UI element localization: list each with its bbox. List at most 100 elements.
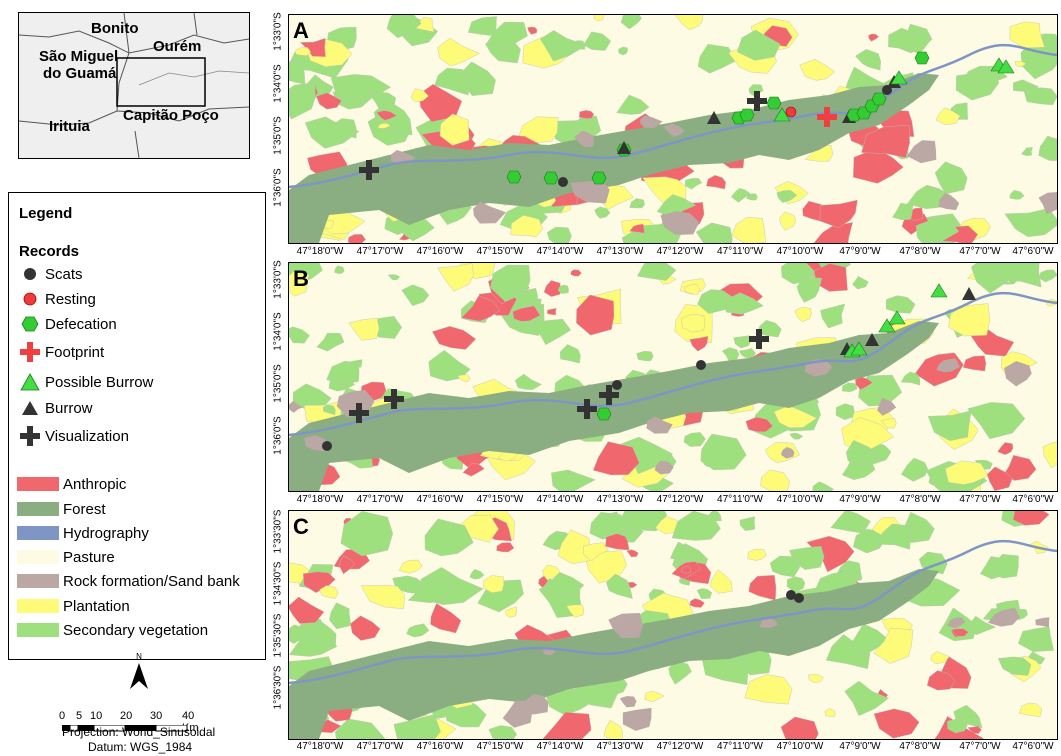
land-cover-patch bbox=[377, 123, 392, 129]
rock-formation-patch bbox=[906, 140, 937, 164]
land-cover-patch bbox=[496, 542, 515, 553]
land-cover-patch bbox=[1017, 626, 1054, 652]
record-marker-rest bbox=[785, 106, 797, 118]
lon-label: 47°7'0"W bbox=[959, 741, 1001, 752]
land-cover-patch bbox=[542, 564, 561, 581]
land-cover-patch bbox=[844, 680, 889, 716]
lat-label: 1°35'30"S bbox=[272, 613, 284, 658]
lon-label: 47°12'0"W bbox=[656, 494, 704, 505]
north-label: N bbox=[136, 652, 142, 661]
land-cover-patch bbox=[927, 410, 972, 441]
inset-label-sao-miguel: São Miguel bbox=[39, 48, 119, 65]
land-cover-patch bbox=[967, 402, 1026, 440]
land-cover-patch bbox=[512, 305, 541, 322]
land-cover-patch bbox=[339, 555, 355, 575]
lon-label: 47°11'0"W bbox=[717, 741, 763, 752]
land-cover-patch bbox=[644, 690, 665, 703]
swatch-pasture bbox=[17, 550, 59, 564]
land-cover-patch bbox=[620, 15, 642, 30]
land-cover-patch bbox=[861, 125, 910, 158]
land-cover-patch bbox=[855, 49, 881, 71]
lon-label: 47°17'0"W bbox=[356, 246, 404, 257]
land-cover-patch bbox=[360, 584, 405, 610]
land-cover-patch bbox=[469, 569, 485, 580]
land-cover-patch bbox=[557, 529, 591, 565]
land-cover-patch bbox=[330, 74, 392, 106]
inset-municipal-boundaries bbox=[19, 13, 249, 158]
lat-label: 1°34'0"S bbox=[272, 64, 284, 103]
land-cover-patch bbox=[951, 628, 969, 637]
land-cover-patch bbox=[947, 718, 968, 734]
legend-label: Pasture bbox=[63, 548, 115, 566]
land-cover-patch bbox=[926, 670, 956, 691]
lat-label: 1°36'0"S bbox=[272, 168, 284, 207]
lon-label: 47°11'0"W bbox=[717, 494, 763, 505]
record-marker-vis bbox=[577, 399, 597, 419]
land-cover-patch bbox=[629, 198, 645, 209]
land-cover-patch bbox=[514, 373, 542, 390]
land-cover-patch bbox=[773, 405, 818, 428]
land-cover-patch bbox=[689, 335, 709, 352]
lon-label: 47°14'0"W bbox=[536, 741, 584, 752]
land-cover-patch bbox=[850, 623, 888, 657]
legend-label: Forest bbox=[63, 500, 106, 518]
rock-formation-patch bbox=[1004, 361, 1032, 387]
land-cover-patch bbox=[1023, 87, 1057, 106]
land-cover-patch bbox=[578, 110, 595, 119]
land-cover-patch bbox=[746, 193, 758, 201]
land-cover-patch bbox=[796, 276, 823, 303]
lon-label: 47°17'0"W bbox=[356, 494, 404, 505]
land-cover-patch bbox=[901, 457, 929, 482]
lat-label: 1°33'30"S bbox=[272, 509, 284, 554]
swatch-rock bbox=[17, 574, 59, 588]
river-line bbox=[289, 43, 1057, 189]
land-cover-patch bbox=[955, 70, 1000, 101]
land-cover-patch bbox=[626, 549, 639, 558]
record-marker-hex bbox=[871, 92, 887, 106]
land-cover-patch bbox=[289, 326, 310, 344]
land-cover-patch bbox=[737, 29, 781, 61]
land-cover-patch bbox=[289, 624, 308, 644]
lon-label: 47°12'0"W bbox=[656, 246, 704, 257]
record-marker-hex bbox=[766, 96, 782, 110]
record-marker-scat bbox=[786, 590, 796, 600]
land-cover-patch bbox=[967, 725, 982, 734]
swatch-forest bbox=[17, 502, 59, 516]
land-cover-patch bbox=[295, 47, 312, 56]
legend-item-resting: Resting bbox=[19, 288, 96, 310]
lat-label: 1°33'0"S bbox=[272, 12, 284, 51]
land-cover-patch bbox=[804, 144, 834, 162]
land-cover-patch bbox=[789, 432, 804, 440]
land-cover-patch bbox=[852, 147, 904, 184]
lon-label: 47°12'0"W bbox=[656, 741, 704, 752]
land-cover-patch bbox=[407, 577, 449, 603]
land-cover-patch bbox=[593, 15, 605, 22]
lon-label: 47°8'0"W bbox=[899, 494, 941, 505]
lat-label: 1°36'30"S bbox=[272, 665, 284, 710]
north-arrow-icon: N bbox=[128, 652, 150, 692]
land-cover-patch bbox=[437, 37, 480, 67]
land-cover-patch bbox=[316, 332, 345, 352]
lon-label: 47°16'0"W bbox=[416, 741, 464, 752]
land-cover-patch bbox=[505, 606, 517, 618]
legend-label: Hydrography bbox=[63, 524, 149, 542]
legend-item-footprint: Footprint bbox=[19, 341, 104, 363]
record-marker-hex bbox=[591, 171, 607, 185]
lon-label: 47°17'0"W bbox=[356, 741, 404, 752]
land-cover-patch bbox=[997, 442, 1014, 456]
legend-item-burrow: Burrow bbox=[19, 397, 93, 419]
land-cover-patch bbox=[583, 542, 609, 562]
land-cover-patch bbox=[835, 403, 855, 421]
record-marker-tri bbox=[707, 111, 721, 124]
record-marker-scat bbox=[612, 380, 622, 390]
rock-formation-patch bbox=[947, 617, 966, 629]
land-cover-patch bbox=[868, 33, 880, 42]
legend-class-hydrography: Hydrography bbox=[17, 522, 149, 544]
land-cover-patch bbox=[1038, 269, 1057, 283]
study-area-box bbox=[116, 57, 206, 107]
land-cover-patch bbox=[680, 565, 691, 574]
lat-label: 1°35'0"S bbox=[272, 116, 284, 155]
land-cover-patch bbox=[997, 656, 1032, 676]
land-cover-patch bbox=[340, 511, 394, 557]
land-cover-patch bbox=[316, 92, 342, 110]
